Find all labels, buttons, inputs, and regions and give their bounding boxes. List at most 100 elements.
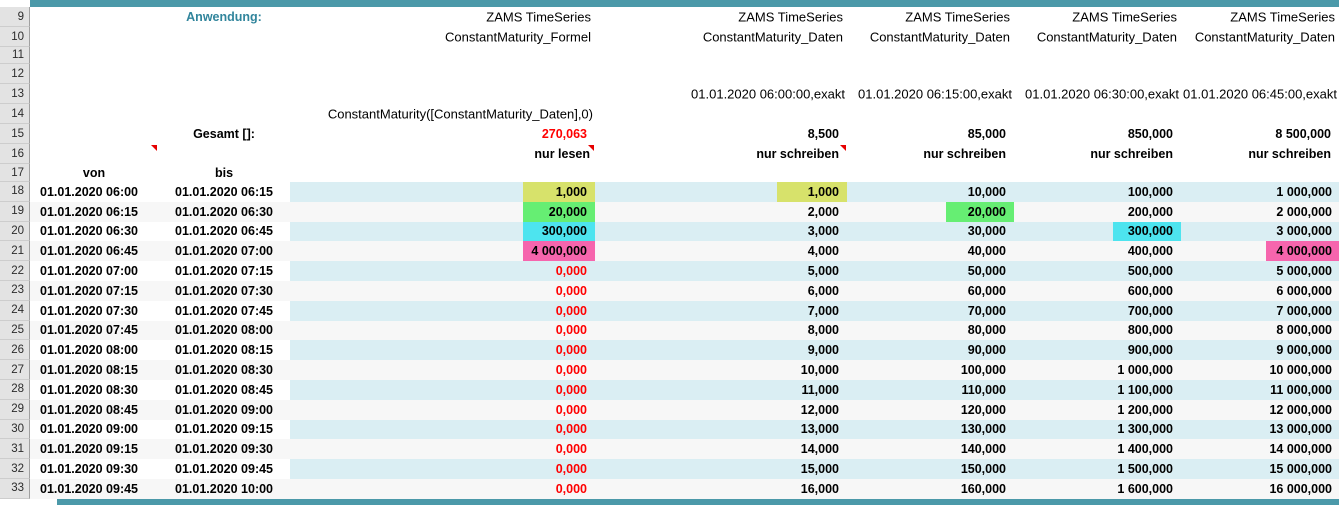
cell-daten1-value[interactable]: 5,000 [595,261,847,281]
cell-daten3-value[interactable]: 200,000 [1014,201,1181,222]
row-number[interactable]: 26 [0,340,30,361]
cell-von[interactable]: 01.01.2020 08:00 [30,340,158,361]
cell-daten3-value[interactable]: 900,000 [1014,340,1181,361]
cell-empty[interactable] [158,27,290,47]
cell-col1-total[interactable]: 270,063 [290,124,595,144]
cell-daten4-value[interactable]: 16 000,000 [1181,478,1339,499]
cell-col4-total[interactable]: 850,000 [1014,124,1181,144]
cell-daten4-value[interactable]: 3 000,000 [1181,221,1339,242]
row-number[interactable]: 33 [0,478,30,499]
cell-col1-formula[interactable]: ConstantMaturity([ConstantMaturity_Daten… [290,104,595,124]
row-number[interactable]: 22 [0,261,30,281]
cell-bis[interactable]: 01.01.2020 07:45 [158,300,290,321]
cell-daten2-value[interactable]: 130,000 [847,419,1014,440]
cell-empty[interactable] [290,84,595,104]
cell-formel-value[interactable]: 0,000 [290,419,595,440]
cell-empty[interactable] [30,84,158,104]
row-number[interactable]: 10 [0,27,30,47]
cell-daten1-value[interactable]: 6,000 [595,280,847,301]
cell-von[interactable]: 01.01.2020 09:15 [30,439,158,460]
cell-daten4-value[interactable]: 7 000,000 [1181,300,1339,321]
cell-daten4-value[interactable]: 6 000,000 [1181,280,1339,301]
cell-formel-value[interactable]: 300,000 [290,221,595,242]
cell-col5-timestamp[interactable]: 01.01.2020 06:45:00,exakt [1181,84,1339,104]
row-number[interactable]: 13 [0,84,30,104]
row-number[interactable]: 15 [0,124,30,144]
cell-col3-series[interactable]: ConstantMaturity_Daten [847,27,1014,47]
row-number[interactable]: 31 [0,439,30,460]
cell-empty[interactable] [158,144,290,164]
cell-bis[interactable]: 01.01.2020 07:30 [158,280,290,301]
cell-col2-series[interactable]: ConstantMaturity_Daten [595,27,847,47]
cell-daten1-value[interactable]: 3,000 [595,221,847,242]
cell-col3-app[interactable]: ZAMS TimeSeries [847,7,1014,27]
cell-daten1-value[interactable]: 10,000 [595,360,847,380]
cell-daten2-value[interactable]: 60,000 [847,280,1014,301]
cell-daten4-value[interactable]: 13 000,000 [1181,419,1339,440]
cell-von[interactable]: 01.01.2020 08:45 [30,399,158,420]
cell-col1-series[interactable]: ConstantMaturity_Formel [290,27,595,47]
cell-col1-app[interactable]: ZAMS TimeSeries [290,7,595,27]
cell-daten1-value[interactable]: 14,000 [595,439,847,460]
cell-col1-mode[interactable]: nur lesen [290,144,595,164]
cell-formel-value[interactable]: 0,000 [290,399,595,420]
cell-von-header[interactable]: von [30,164,158,182]
row-number[interactable]: 25 [0,320,30,341]
cell-von-comment[interactable] [30,144,158,164]
cell-daten4-value[interactable]: 14 000,000 [1181,439,1339,460]
cell-daten3-value[interactable]: 800,000 [1014,320,1181,341]
cell-von[interactable]: 01.01.2020 09:00 [30,419,158,440]
cell-daten3-value[interactable]: 1 400,000 [1014,439,1181,460]
cell-bis[interactable]: 01.01.2020 07:15 [158,261,290,281]
cell-daten2-value[interactable]: 90,000 [847,340,1014,361]
cell-daten2-value[interactable]: 30,000 [847,221,1014,242]
cell-daten2-value[interactable]: 80,000 [847,320,1014,341]
cell-von[interactable]: 01.01.2020 07:45 [30,320,158,341]
cell-empty[interactable] [158,104,290,124]
cell-bis[interactable]: 01.01.2020 09:15 [158,419,290,440]
cell-col4-mode[interactable]: nur schreiben [1014,144,1181,164]
cell-bis-header[interactable]: bis [158,164,290,182]
cell-von[interactable]: 01.01.2020 06:30 [30,221,158,242]
cell-formel-value[interactable]: 0,000 [290,459,595,479]
cell-bis[interactable]: 01.01.2020 10:00 [158,478,290,499]
cell-formel-value[interactable]: 4 000,000 [290,241,595,262]
row-number[interactable]: 9 [0,7,30,27]
cell-von[interactable]: 01.01.2020 07:15 [30,280,158,301]
cell-formel-value[interactable]: 0,000 [290,300,595,321]
cell-daten3-value[interactable]: 1 300,000 [1014,419,1181,440]
cell-empty[interactable] [30,64,1339,84]
cell-daten1-value[interactable]: 1,000 [595,182,847,202]
cell-daten1-value[interactable]: 13,000 [595,419,847,440]
cell-empty[interactable] [30,104,158,124]
cell-empty[interactable] [30,7,158,27]
cell-col3-timestamp[interactable]: 01.01.2020 06:15:00,exakt [847,84,1014,104]
cell-formel-value[interactable]: 0,000 [290,379,595,400]
cell-col5-app[interactable]: ZAMS TimeSeries [1181,7,1339,27]
cell-bis[interactable]: 01.01.2020 08:15 [158,340,290,361]
cell-daten2-value[interactable]: 160,000 [847,478,1014,499]
cell-daten4-value[interactable]: 5 000,000 [1181,261,1339,281]
row-number[interactable]: 28 [0,379,30,400]
cell-daten3-value[interactable]: 1 000,000 [1014,360,1181,380]
cell-daten3-value[interactable]: 600,000 [1014,280,1181,301]
cell-daten1-value[interactable]: 9,000 [595,340,847,361]
row-number[interactable]: 18 [0,182,30,202]
row-number[interactable]: 20 [0,221,30,242]
cell-col5-series[interactable]: ConstantMaturity_Daten [1181,27,1339,47]
cell-bis[interactable]: 01.01.2020 08:30 [158,360,290,380]
cell-daten1-value[interactable]: 8,000 [595,320,847,341]
cell-formel-value[interactable]: 0,000 [290,340,595,361]
row-number[interactable]: 23 [0,280,30,301]
cell-bis[interactable]: 01.01.2020 06:30 [158,201,290,222]
cell-bis[interactable]: 01.01.2020 08:00 [158,320,290,341]
cell-formel-value[interactable]: 20,000 [290,201,595,222]
cell-daten4-value[interactable]: 1 000,000 [1181,182,1339,202]
cell-von[interactable]: 01.01.2020 09:30 [30,459,158,479]
cell-daten4-value[interactable]: 11 000,000 [1181,379,1339,400]
cell-daten2-value[interactable]: 50,000 [847,261,1014,281]
cell-daten2-value[interactable]: 100,000 [847,360,1014,380]
cell-bis[interactable]: 01.01.2020 09:45 [158,459,290,479]
cell-daten3-value[interactable]: 500,000 [1014,261,1181,281]
cell-bis[interactable]: 01.01.2020 06:15 [158,182,290,202]
